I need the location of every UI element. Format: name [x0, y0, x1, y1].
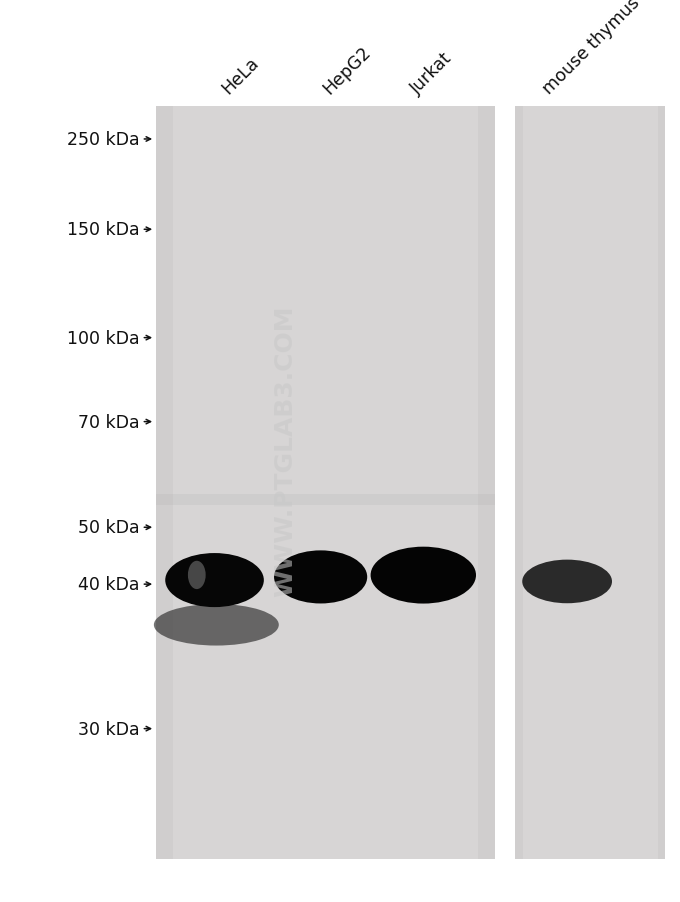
Text: 100 kDa: 100 kDa [67, 329, 139, 347]
Ellipse shape [165, 554, 264, 607]
Text: 30 kDa: 30 kDa [78, 720, 139, 738]
Ellipse shape [274, 551, 367, 603]
Text: HepG2: HepG2 [319, 42, 374, 97]
Text: mouse thymus: mouse thymus [539, 0, 644, 97]
FancyBboxPatch shape [173, 106, 478, 859]
Text: 250 kDa: 250 kDa [67, 131, 139, 149]
FancyBboxPatch shape [523, 106, 658, 859]
Text: HeLa: HeLa [218, 53, 262, 97]
Text: Jurkat: Jurkat [407, 49, 456, 97]
Text: 70 kDa: 70 kDa [78, 413, 139, 431]
FancyBboxPatch shape [515, 106, 665, 859]
Text: WWW.PTGLAB3.COM: WWW.PTGLAB3.COM [273, 306, 298, 596]
FancyBboxPatch shape [156, 494, 495, 505]
Ellipse shape [188, 561, 205, 589]
Text: 150 kDa: 150 kDa [67, 221, 139, 239]
Text: 50 kDa: 50 kDa [78, 519, 139, 537]
Ellipse shape [522, 560, 612, 603]
Text: 40 kDa: 40 kDa [78, 575, 139, 594]
Ellipse shape [154, 604, 279, 646]
Ellipse shape [371, 547, 476, 604]
FancyBboxPatch shape [156, 106, 495, 859]
